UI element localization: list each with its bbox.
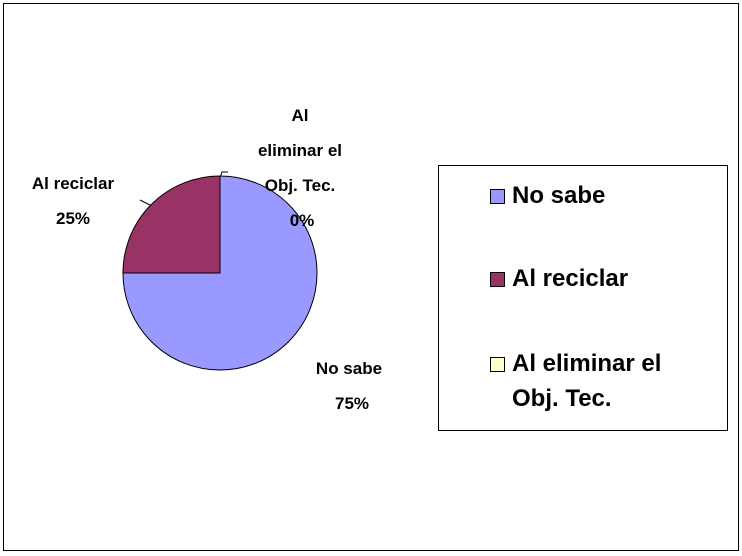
- pie-slice: [122, 175, 318, 371]
- slice-value-label: 75%: [335, 394, 369, 413]
- slice-label: Al eliminar el Obj. Tec.: [258, 106, 342, 195]
- legend-label: Al reciclar: [512, 265, 628, 292]
- slice-value-label: 0%: [290, 211, 315, 230]
- slice-value-label: 25%: [56, 209, 90, 228]
- pie-slice: [122, 175, 221, 274]
- legend-box: [438, 165, 728, 431]
- slice-label: No sabe: [316, 359, 382, 378]
- legend-label: No sabe: [512, 182, 605, 209]
- legend-swatch: [490, 189, 505, 204]
- legend-swatch: [490, 272, 505, 287]
- legend-label: Al eliminar el Obj. Tec.: [512, 350, 661, 412]
- legend-swatch: [490, 357, 505, 372]
- slice-label: Al reciclar: [32, 174, 115, 193]
- leader-line: [139, 199, 153, 207]
